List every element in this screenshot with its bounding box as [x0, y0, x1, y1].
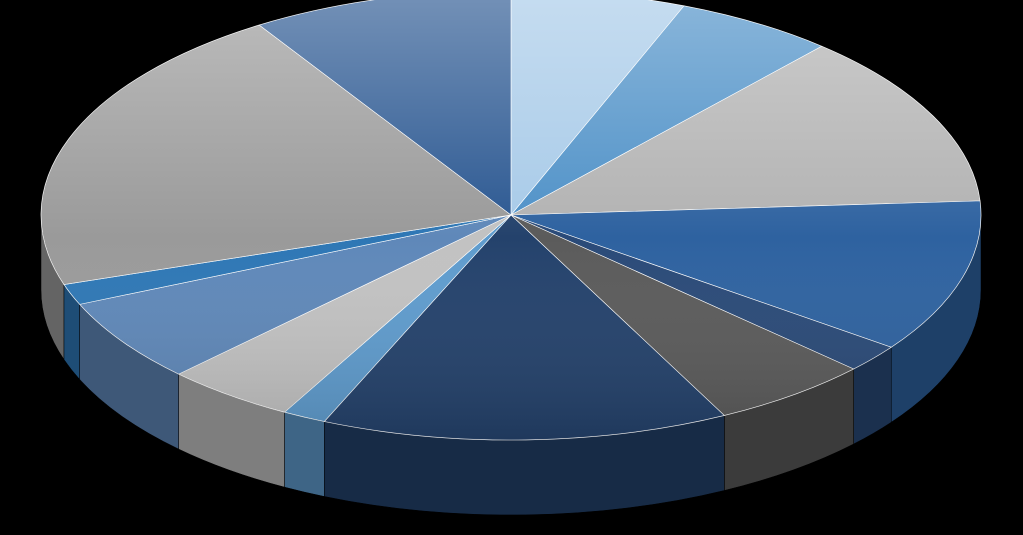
pie-chart-3d: [0, 0, 1023, 535]
